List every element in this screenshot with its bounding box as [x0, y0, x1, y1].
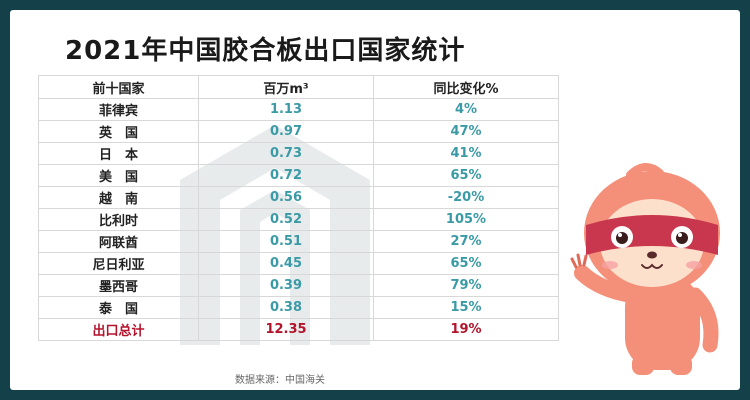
table-row: 美 国 0.72 65%	[38, 164, 559, 187]
table-row: 越 南 0.56 -20%	[38, 186, 559, 209]
table-header-row: 前十国家 百万m³ 同比变化%	[38, 75, 559, 99]
change-cell: -20%	[373, 186, 559, 209]
column-header: 百万m³	[198, 75, 374, 99]
sloth-mascot-icon	[570, 163, 720, 375]
export-table: 前十国家 百万m³ 同比变化% 菲律宾 1.13 4% 英 国 0.97 47%…	[38, 75, 559, 341]
volume-cell: 0.73	[198, 142, 374, 165]
table-row: 尼日利亚 0.45 65%	[38, 252, 559, 275]
volume-cell: 0.72	[198, 164, 374, 187]
volume-cell: 0.56	[198, 186, 374, 209]
change-cell: 4%	[373, 98, 559, 121]
content-card: 2021年中国胶合板出口国家统计 前十国家 百万m³ 同比变化% 菲律宾 1.1…	[10, 10, 740, 390]
page-title: 2021年中国胶合板出口国家统计	[65, 36, 466, 66]
country-cell: 尼日利亚	[38, 252, 199, 275]
volume-cell: 0.38	[198, 296, 374, 319]
total-row: 出口总计 12.35 19%	[38, 318, 559, 341]
change-cell: 47%	[373, 120, 559, 143]
country-cell: 泰 国	[38, 296, 199, 319]
change-cell: 15%	[373, 296, 559, 319]
country-cell: 英 国	[38, 120, 199, 143]
total-volume-cell: 12.35	[198, 318, 374, 341]
change-cell: 65%	[373, 252, 559, 275]
country-cell: 美 国	[38, 164, 199, 187]
column-header: 前十国家	[38, 75, 199, 99]
change-cell: 65%	[373, 164, 559, 187]
country-cell: 日 本	[38, 142, 199, 165]
country-cell: 越 南	[38, 186, 199, 209]
total-label-cell: 出口总计	[38, 318, 199, 341]
change-cell: 105%	[373, 208, 559, 231]
volume-cell: 0.52	[198, 208, 374, 231]
table-row: 菲律宾 1.13 4%	[38, 98, 559, 121]
country-cell: 菲律宾	[38, 98, 199, 121]
table-row: 泰 国 0.38 15%	[38, 296, 559, 319]
table-row: 日 本 0.73 41%	[38, 142, 559, 165]
table-row: 英 国 0.97 47%	[38, 120, 559, 143]
change-cell: 79%	[373, 274, 559, 297]
table-row: 阿联酋 0.51 27%	[38, 230, 559, 253]
country-cell: 阿联酋	[38, 230, 199, 253]
country-cell: 比利时	[38, 208, 199, 231]
table-row: 墨西哥 0.39 79%	[38, 274, 559, 297]
volume-cell: 0.39	[198, 274, 374, 297]
volume-cell: 0.45	[198, 252, 374, 275]
change-cell: 27%	[373, 230, 559, 253]
data-source-note: 数据来源：中国海关	[235, 375, 325, 386]
volume-cell: 0.97	[198, 120, 374, 143]
volume-cell: 1.13	[198, 98, 374, 121]
column-header: 同比变化%	[373, 75, 559, 99]
volume-cell: 0.51	[198, 230, 374, 253]
total-change-cell: 19%	[373, 318, 559, 341]
table-row: 比利时 0.52 105%	[38, 208, 559, 231]
change-cell: 41%	[373, 142, 559, 165]
country-cell: 墨西哥	[38, 274, 199, 297]
